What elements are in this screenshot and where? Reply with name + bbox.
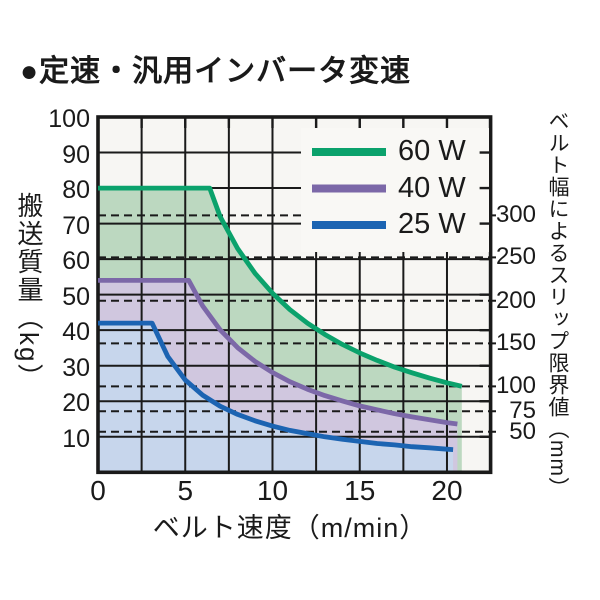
y-axis-title-right: ベルト幅によるスリップ限界値（mm） <box>546 110 569 499</box>
x-tick-label-0: 0 <box>90 475 106 506</box>
y-tick-label-80: 80 <box>62 176 90 205</box>
legend-label-25W: 25 W <box>398 208 466 240</box>
x-axis-title: ベルト速度（m/min） <box>152 513 428 543</box>
series-line-60W <box>98 185 463 389</box>
belt-width-label-50mm: 50 <box>509 417 536 445</box>
legend-swatch-60W <box>312 148 386 156</box>
x-tick-label-20: 20 <box>431 475 463 506</box>
series-line-40W <box>98 278 458 427</box>
legend-swatch-25W <box>312 221 386 229</box>
y-tick-label-70: 70 <box>62 211 90 240</box>
y-tick-label-40: 40 <box>62 318 90 347</box>
y-tick-label-20: 20 <box>62 389 90 418</box>
legend-label-60W: 60 W <box>398 135 466 167</box>
y-tick-label-50: 50 <box>62 282 90 311</box>
y-tick-label-60: 60 <box>62 247 90 276</box>
belt-width-label-200mm: 200 <box>495 286 536 314</box>
x-tick-label-5: 5 <box>177 475 194 506</box>
belt-width-label-100mm: 100 <box>495 372 536 400</box>
x-tick-label-10: 10 <box>256 475 289 506</box>
belt-width-label-150mm: 150 <box>495 329 536 357</box>
belt-width-label-250mm: 250 <box>495 243 536 271</box>
y-tick-label-10: 10 <box>62 424 90 453</box>
page-title: ●定速・汎用インバータ変速 <box>20 55 412 88</box>
y-tick-label-90: 90 <box>62 140 90 169</box>
x-tick-label-15: 15 <box>344 475 376 506</box>
belt-width-label-300mm: 300 <box>495 201 536 229</box>
legend-label-40W: 40 W <box>398 171 466 204</box>
series-line-25W <box>98 320 454 452</box>
y-axis-title-left: 搬送質量（kg） <box>14 192 44 392</box>
y-tick-label-100: 100 <box>48 105 90 133</box>
series-area-25W <box>98 323 454 473</box>
legend-swatch-40W <box>312 184 386 193</box>
belt-width-label-75mm: 75 <box>509 397 536 425</box>
y-tick-label-30: 30 <box>62 353 90 382</box>
